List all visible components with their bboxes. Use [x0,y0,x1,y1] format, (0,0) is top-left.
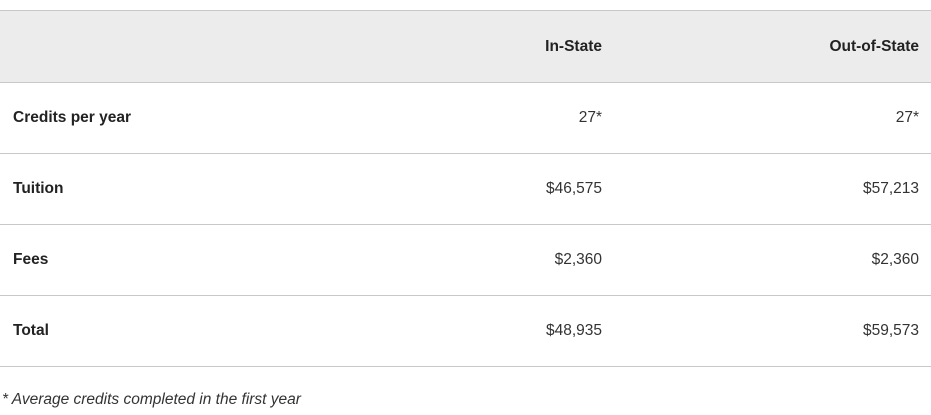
table-header-out-of-state: Out-of-State [829,37,919,55]
in-state-value: $46,575 [545,180,602,197]
out-of-state-value: 27* [895,109,919,126]
table-row-fees: Fees $2,360 $2,360 [0,225,931,296]
tuition-table: In-State Out-of-State Credits per year 2… [0,10,931,367]
row-label: Credits per year [13,109,132,126]
in-state-value: $2,360 [554,251,602,268]
table-header-in-state: In-State [545,37,602,55]
table-row-total: Total $48,935 $59,573 [0,296,931,367]
row-label: Total [13,322,49,339]
in-state-value: 27* [578,109,602,126]
row-label: Tuition [13,180,64,197]
table-row-credits: Credits per year 27* 27* [0,83,931,154]
row-label: Fees [13,251,49,268]
footnote: * Average credits completed in the first… [2,391,301,408]
out-of-state-value: $59,573 [862,322,919,339]
in-state-value: $48,935 [545,322,602,339]
out-of-state-value: $2,360 [871,251,919,268]
table-row-tuition: Tuition $46,575 $57,213 [0,154,931,225]
out-of-state-value: $57,213 [862,180,919,197]
table-header-row: In-State Out-of-State [0,11,931,83]
